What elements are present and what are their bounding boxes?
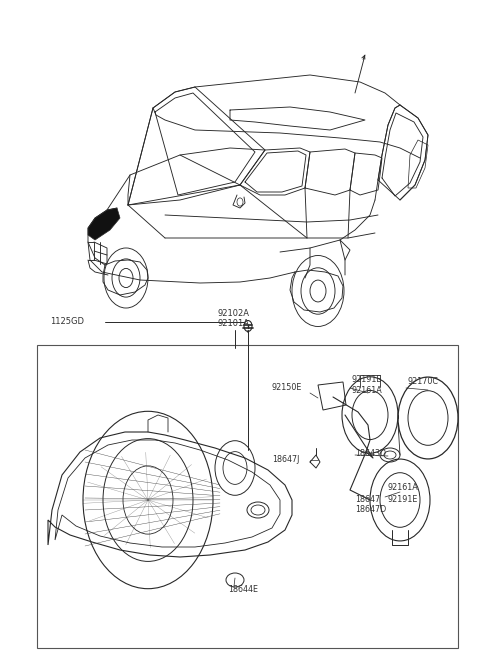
Text: 92191E: 92191E: [388, 495, 419, 504]
Text: 18647: 18647: [355, 495, 380, 504]
Text: 92102A: 92102A: [218, 309, 250, 318]
Text: 92170C: 92170C: [407, 377, 438, 386]
Text: 92101A: 92101A: [218, 320, 250, 329]
Text: 18644E: 18644E: [228, 586, 258, 595]
Text: 92150E: 92150E: [272, 383, 302, 392]
Text: 92191E: 92191E: [352, 375, 383, 384]
Text: 1125GD: 1125GD: [50, 318, 84, 326]
Text: 18643D: 18643D: [355, 449, 386, 457]
Text: 18647J: 18647J: [272, 455, 300, 464]
Text: 18647D: 18647D: [355, 506, 386, 514]
Text: 92161A: 92161A: [352, 386, 383, 396]
Text: 92161A: 92161A: [388, 483, 419, 493]
Polygon shape: [88, 208, 120, 240]
